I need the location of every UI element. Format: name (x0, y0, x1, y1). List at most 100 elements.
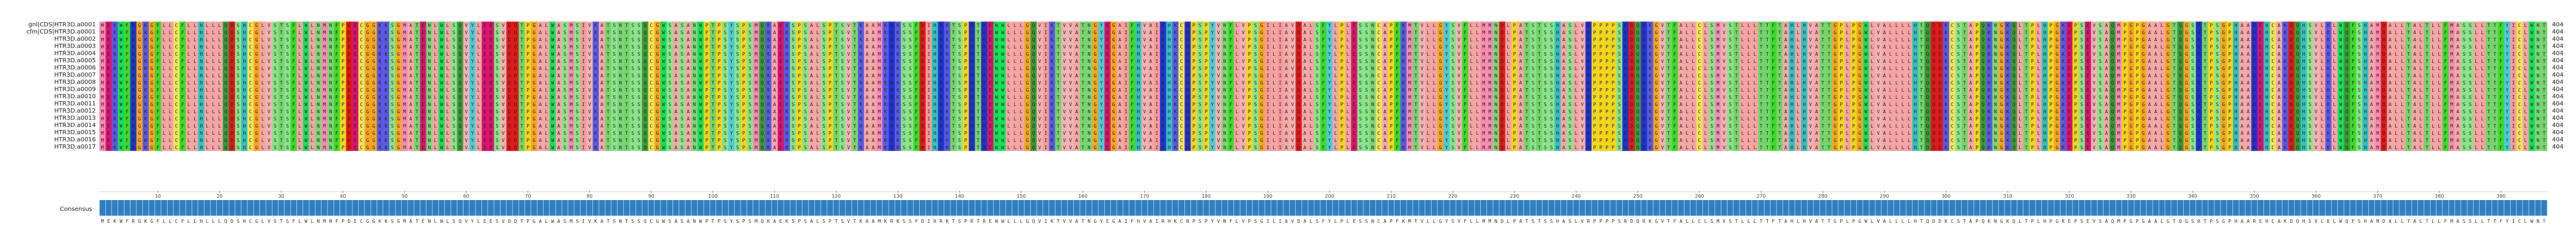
residue: T (416, 95, 419, 100)
residue: T (520, 95, 523, 100)
residue: G (1655, 30, 1658, 35)
residue: S (804, 44, 807, 50)
residue: W (662, 23, 665, 28)
residue: L (261, 95, 264, 100)
residue: H (2364, 52, 2367, 57)
residue: G (1026, 87, 1029, 93)
residue: F (915, 95, 918, 100)
residue: H (1137, 87, 1140, 93)
residue: A (410, 87, 413, 93)
sequence-name[interactable]: HTR3D.a0003 (0, 43, 98, 50)
residue: R (940, 23, 942, 28)
residue-column (1764, 22, 1771, 151)
residue: L (545, 30, 548, 35)
residue: P (2210, 23, 2213, 28)
sequence-name[interactable]: HTR3D.a0009 (0, 86, 98, 93)
sequence-name[interactable]: HTR3D.a0016 (0, 137, 98, 144)
residue: W (551, 66, 554, 71)
residue: C (650, 30, 653, 35)
residue: L (2525, 73, 2527, 78)
sequence-name[interactable]: HTR3D.a0011 (0, 101, 98, 108)
residue: A (2154, 37, 2157, 43)
residue: E (1353, 52, 1356, 57)
residue: A (872, 23, 875, 28)
residue: C (249, 23, 252, 28)
residue: E (354, 87, 357, 93)
sequence-name[interactable]: HTR3D.a0004 (0, 50, 98, 58)
residue: L (1347, 44, 1350, 50)
residue: L (446, 73, 449, 78)
residue: R (2253, 30, 2256, 35)
sequence-name[interactable]: HTR3D.a0013 (0, 115, 98, 122)
sequence-name[interactable]: HTR3D.a0002 (0, 36, 98, 43)
sequence-name[interactable]: HTR3D.a0005 (0, 58, 98, 65)
residue: S (841, 37, 844, 43)
residue: C (175, 73, 178, 78)
residue: L (446, 80, 449, 86)
residue: L (1310, 30, 1313, 35)
residue: F (1674, 80, 1677, 86)
sequence-name[interactable]: HTR3D.a0007 (0, 72, 98, 79)
residue: E (422, 44, 425, 50)
residue: V (1217, 66, 1220, 71)
residue: A (1285, 80, 1288, 86)
residue: F (335, 80, 338, 86)
residue-column (1246, 22, 1253, 151)
residue: A (674, 102, 677, 107)
residue: A (1149, 44, 1152, 50)
residue: V (1242, 23, 1245, 28)
residue: L (1908, 59, 1911, 64)
residue: G (372, 59, 375, 64)
residue: T (1735, 73, 1738, 78)
residue: T (1081, 66, 1084, 71)
residue: L (477, 80, 480, 86)
residue-column (1819, 22, 1826, 151)
sequence-name[interactable]: cfm|CDS|HTR3D.a0001 (0, 29, 98, 36)
residue-column (889, 22, 895, 151)
sequence-name[interactable]: HTR3D.a0014 (0, 122, 98, 129)
residue: I (582, 44, 585, 50)
sequence-name[interactable]: HTR3D.a0015 (0, 129, 98, 137)
residue: A (1119, 37, 1122, 43)
residue: T (2173, 87, 2176, 93)
sequence-name[interactable]: HTR3D.a0012 (0, 108, 98, 115)
residue: S (823, 95, 826, 100)
residue: G (1112, 95, 1115, 100)
residue: K (1402, 23, 1405, 28)
residue: F (2444, 37, 2447, 43)
residue: L (1272, 95, 1275, 100)
residue: L (1753, 44, 1756, 50)
residue: G (255, 30, 258, 35)
residue: A (810, 66, 813, 71)
residue: E (989, 37, 992, 43)
residue: S (2216, 52, 2219, 57)
residue: P (743, 30, 745, 35)
sequence-name[interactable]: HTR3D.a0017 (0, 144, 98, 151)
residue: P (1390, 37, 1393, 43)
residue: P (1340, 66, 1343, 71)
residue: F (1131, 59, 1134, 64)
residue: A (1969, 87, 1972, 93)
residue: V (1877, 23, 1880, 28)
residue: C (1180, 23, 1183, 28)
residue-column (833, 22, 840, 151)
residue: N (619, 59, 622, 64)
residue: K (859, 102, 862, 107)
residue: L (1704, 30, 1707, 35)
sequence-name[interactable]: HTR3D.a0010 (0, 93, 98, 101)
sequence-name[interactable]: HTR3D.a0006 (0, 65, 98, 72)
residue: T (1778, 59, 1781, 64)
residue: A (674, 66, 677, 71)
sequence-name[interactable]: HTR3D.a0008 (0, 79, 98, 86)
residue: W (2339, 30, 2342, 35)
residue-column (660, 22, 667, 151)
residue: E (2068, 59, 2071, 64)
residue: L (1753, 73, 1756, 78)
residue: G (372, 80, 375, 86)
residue: Y (1100, 87, 1103, 93)
sequence-name[interactable]: gnl|CDS|HTR3D.a0001 (0, 22, 98, 29)
residue: S (286, 102, 289, 107)
residue: Y (1445, 95, 1448, 100)
residue: R (940, 37, 942, 43)
residue-column (2448, 22, 2455, 151)
